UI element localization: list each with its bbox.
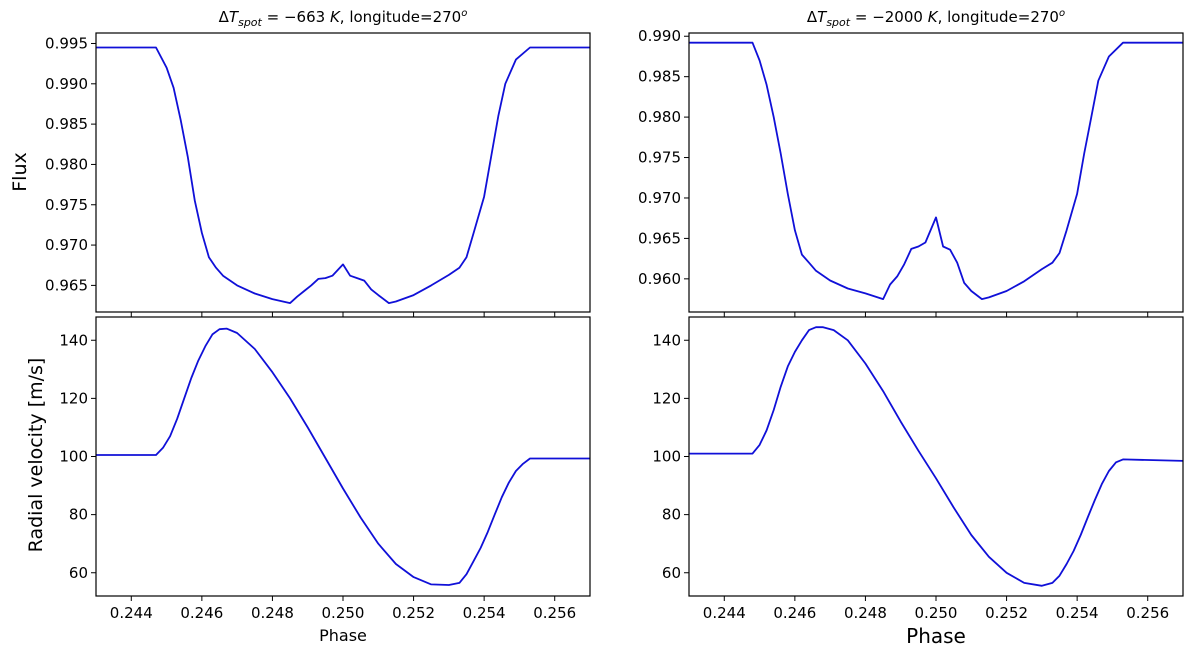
x-tick-label: 0.252	[392, 604, 435, 622]
y-axis-label-radial-velocity: Radial velocity [m/s]	[25, 358, 47, 553]
series-line	[96, 327, 590, 586]
title-superscript: o	[461, 8, 467, 19]
x-tick-label: 0.252	[985, 604, 1028, 622]
title-t: T	[817, 8, 828, 26]
title-subscript: spot	[826, 16, 850, 29]
x-tick-label: 0.248	[251, 604, 294, 622]
y-axis-label-flux: Flux	[9, 152, 31, 192]
x-tick-label: 0.256	[1126, 604, 1169, 622]
title-unit: K	[928, 8, 939, 26]
x-axis-label-phase-right: Phase	[906, 624, 966, 648]
y-tick-label: 60	[69, 564, 88, 582]
chart-panel-bottom-left: 60 80 100 120 140 0.244 0.246 0.248 0.250 0.252 0.…	[59, 316, 591, 622]
y-tick-label: 0.980	[45, 155, 88, 173]
y-tick-label: 60	[662, 564, 681, 582]
y-tick-label: 0.970	[45, 236, 88, 254]
title-equals: = −2000	[850, 8, 928, 26]
y-tick-label: 120	[59, 389, 88, 407]
y-tick-label: 0.990	[45, 75, 88, 93]
plot-frame	[95, 32, 591, 313]
chart-panel-top-left: 0.965 0.970 0.975 0.980 0.985 0.990 0.995	[45, 32, 591, 317]
plot-frame	[95, 316, 591, 597]
panel-title-flux-663: ΔTspot = −663 K, longitude=270o	[219, 8, 468, 29]
y-tick-label: 0.990	[638, 27, 681, 45]
y-tick-label: 0.985	[638, 68, 681, 86]
x-axis-label-phase-left: Phase	[319, 626, 367, 645]
x-tick-label: 0.254	[463, 604, 506, 622]
title-delta: Δ	[219, 8, 230, 26]
title-equals: = −663	[262, 8, 330, 26]
title-rest: , longitude=270	[938, 8, 1059, 26]
y-tick-label: 100	[59, 448, 88, 466]
y-tick-label: 0.995	[45, 34, 88, 52]
x-tick-label: 0.248	[844, 604, 887, 622]
title-unit: K	[330, 8, 341, 26]
y-tick-label: 0.965	[638, 229, 681, 247]
x-tick-label: 0.246	[180, 604, 223, 622]
y-tick-label: 0.980	[638, 108, 681, 126]
title-delta: Δ	[807, 8, 818, 26]
title-rest: , longitude=270	[340, 8, 461, 26]
y-tick-label: 0.975	[45, 196, 88, 214]
title-t: T	[229, 8, 240, 26]
plot-frame	[688, 316, 1184, 597]
chart-panel-bottom-right: 60 80 100 120 140 0.244 0.246 0.248 0.250 0.252 0.…	[652, 316, 1184, 622]
y-tick-label: 80	[69, 506, 88, 524]
y-tick-label: 0.970	[638, 189, 681, 207]
x-tick-label: 0.244	[703, 604, 746, 622]
series-line	[689, 326, 1184, 587]
x-tick-label: 0.250	[915, 604, 958, 622]
series-line	[96, 46, 590, 304]
title-superscript: o	[1059, 8, 1065, 19]
x-tick-label: 0.250	[322, 604, 365, 622]
title-subscript: spot	[238, 16, 262, 29]
y-tick-label: 120	[652, 389, 681, 407]
series-line	[689, 41, 1183, 300]
y-tick-label: 140	[652, 331, 681, 349]
y-tick-label: 140	[59, 331, 88, 349]
y-tick-label: 0.985	[45, 115, 88, 133]
x-tick-label: 0.256	[533, 604, 576, 622]
x-tick-label: 0.254	[1056, 604, 1099, 622]
y-tick-label: 100	[652, 448, 681, 466]
x-tick-label: 0.246	[773, 604, 816, 622]
y-tick-label: 80	[662, 506, 681, 524]
y-tick-label: 0.960	[638, 270, 681, 288]
y-tick-label: 0.965	[45, 276, 88, 294]
y-tick-label: 0.975	[638, 149, 681, 167]
panel-title-flux-2000: ΔTspot = −2000 K, longitude=270o	[807, 8, 1065, 29]
x-tick-label: 0.244	[110, 604, 153, 622]
chart-panel-top-right: 0.960 0.965 0.970 0.975 0.980 0.985 0.990	[638, 27, 1184, 317]
